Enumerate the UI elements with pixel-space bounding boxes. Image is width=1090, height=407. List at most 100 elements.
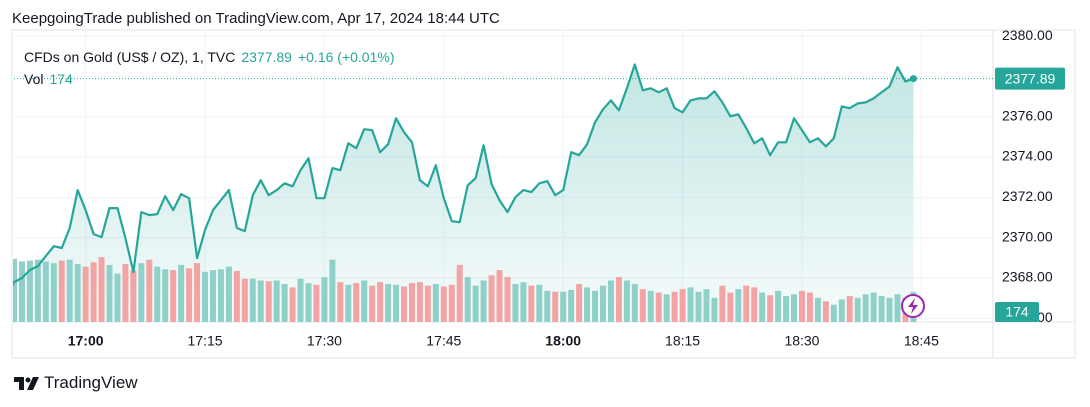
- volume-bar: [814, 297, 821, 322]
- volume-bar: [249, 278, 256, 322]
- volume-bar: [122, 264, 129, 322]
- volume-bar: [34, 259, 41, 322]
- price-label-box: [995, 67, 1065, 90]
- volume-bar: [50, 263, 57, 322]
- volume-bar: [695, 291, 702, 322]
- volume-bar: [273, 280, 280, 322]
- volume-bar: [830, 304, 837, 322]
- volume-bar: [623, 280, 630, 322]
- y-tick-label: 2374.00: [1002, 148, 1053, 164]
- volume-label-box: [995, 302, 1039, 322]
- volume-bar: [178, 264, 185, 322]
- volume-bar: [504, 277, 511, 322]
- last-volume: 174: [49, 71, 73, 87]
- last-price: 2377.89: [241, 49, 292, 65]
- volume-bar: [798, 290, 805, 322]
- volume-bar: [472, 285, 479, 322]
- volume-bar: [170, 270, 177, 322]
- volume-bar: [162, 269, 169, 322]
- attribution: KeepgoingTrade published on TradingView.…: [12, 10, 500, 27]
- volume-bar: [806, 292, 813, 322]
- volume-bar: [671, 291, 678, 322]
- volume-bar: [528, 285, 535, 322]
- volume-bar: [393, 284, 400, 322]
- volume-bar: [862, 294, 869, 322]
- volume-bar: [74, 264, 81, 322]
- y-tick-label: 2372.00: [1002, 188, 1053, 204]
- volume-bar: [663, 294, 670, 322]
- x-tick-label: 18:30: [784, 333, 819, 349]
- volume-bar: [440, 286, 447, 322]
- volume-bar: [520, 282, 527, 322]
- volume-bar: [289, 287, 296, 322]
- volume-bar: [838, 299, 845, 322]
- volume-bar: [82, 266, 89, 322]
- volume-bar: [791, 294, 798, 322]
- volume-bar: [98, 257, 105, 322]
- price-change: +0.16 (+0.01%): [297, 49, 395, 65]
- chart-frame: [11, 29, 1076, 359]
- volume-bar: [576, 283, 583, 322]
- volume-bar: [26, 260, 33, 322]
- volume-bar: [655, 292, 662, 322]
- volume-bar: [225, 266, 232, 322]
- volume-bar: [194, 263, 201, 322]
- volume-bar: [369, 285, 376, 322]
- volume-bar: [775, 290, 782, 322]
- volume-bar: [90, 262, 97, 322]
- volume-bar: [607, 280, 614, 322]
- volume-bar: [297, 278, 304, 322]
- volume-bar: [281, 283, 288, 322]
- volume-bar: [767, 295, 774, 322]
- volume-name: Vol: [24, 71, 44, 87]
- volume-bar: [42, 261, 49, 322]
- x-tick-label: 17:15: [188, 333, 223, 349]
- volume-bar: [727, 292, 734, 322]
- y-tick-label: 2370.00: [1002, 228, 1053, 244]
- volume-bar: [186, 268, 193, 322]
- plot: [13, 63, 917, 322]
- legend-volume: Vol 174: [24, 68, 394, 90]
- volume-bar: [719, 285, 726, 322]
- volume-bar: [321, 277, 328, 322]
- symbol-name: CFDs on Gold (US$ / OZ), 1, TVC: [24, 49, 236, 65]
- volume-bar: [154, 266, 161, 322]
- volume-bar: [233, 270, 240, 322]
- volume-bar: [329, 259, 336, 322]
- volume-bar: [217, 269, 224, 322]
- volume-bar: [592, 290, 599, 322]
- volume-bar: [448, 284, 455, 322]
- x-tick-label: 17:00: [68, 333, 104, 349]
- y-tick-label: 2380.00: [1002, 27, 1053, 43]
- volume-bar: [408, 283, 415, 322]
- volume-bar: [66, 259, 73, 322]
- volume-bar: [114, 273, 121, 322]
- volume-bar: [544, 290, 551, 322]
- volume-bar: [424, 285, 431, 322]
- volume-bar: [385, 283, 392, 322]
- volume-bar: [305, 283, 312, 322]
- volume-bar: [456, 264, 463, 322]
- volume-bar: [568, 289, 575, 322]
- logo: [14, 377, 39, 390]
- volume-bar: [647, 290, 654, 322]
- last-point: [909, 75, 917, 83]
- volume-bar: [18, 261, 25, 322]
- volume-bar: [711, 297, 718, 322]
- volume-bar: [13, 258, 17, 322]
- volume-bar: [631, 283, 638, 322]
- volume-bar: [615, 277, 622, 322]
- volume-bar: [496, 270, 503, 322]
- volume-bar: [464, 277, 471, 322]
- volume-bar: [345, 284, 352, 322]
- volume-bar: [416, 282, 423, 322]
- x-tick-label: 17:45: [426, 333, 461, 349]
- volume-bar: [560, 291, 567, 322]
- volume-bar: [265, 281, 272, 322]
- volume-bar: [401, 286, 408, 322]
- volume-bar: [822, 301, 829, 322]
- volume-bar: [209, 270, 216, 322]
- volume-bar: [146, 259, 153, 322]
- volume-bar: [894, 294, 901, 322]
